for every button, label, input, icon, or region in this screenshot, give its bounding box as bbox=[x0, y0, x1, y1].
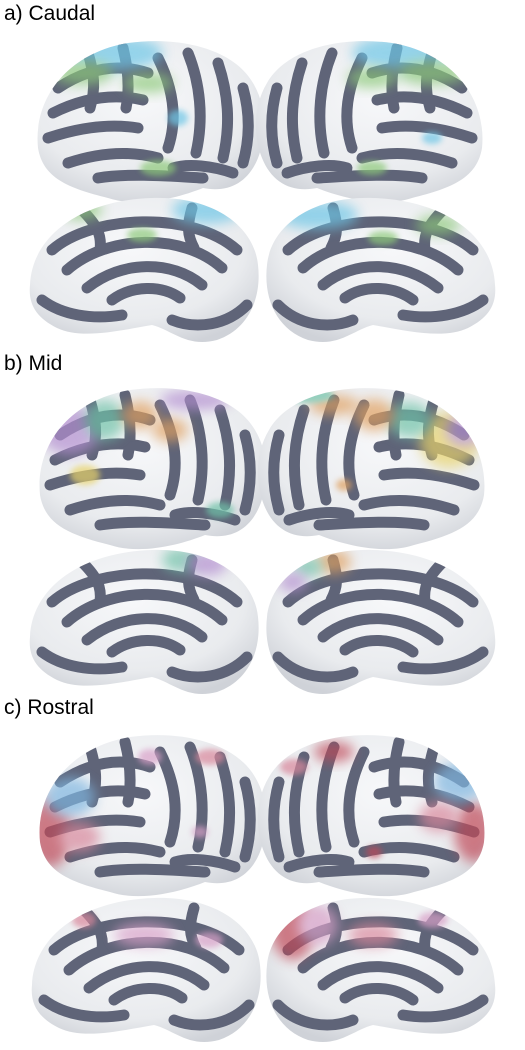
right-medial-brain bbox=[266, 550, 495, 694]
right-lateral-brain bbox=[256, 35, 483, 202]
right-medial-brain bbox=[266, 898, 495, 1042]
left-lateral-brain bbox=[39, 735, 266, 896]
left-lateral-brain bbox=[38, 35, 265, 202]
mid-brain-views bbox=[0, 350, 525, 700]
caudal-brain-views bbox=[0, 0, 525, 350]
panel-label-rostral: c) Rostral bbox=[4, 696, 94, 719]
right-lateral-brain bbox=[258, 387, 485, 549]
left-medial-brain bbox=[32, 898, 261, 1042]
right-lateral-brain bbox=[258, 735, 485, 896]
panel-label-caudal: a) Caudal bbox=[4, 2, 96, 25]
panel-rostral: c) Rostral bbox=[0, 694, 525, 1044]
panel-mid: b) Mid bbox=[0, 350, 525, 700]
rostral-brain-views bbox=[0, 694, 525, 1050]
right-medial-brain bbox=[266, 197, 495, 342]
left-medial-brain bbox=[30, 196, 259, 342]
panel-label-mid: b) Mid bbox=[4, 352, 63, 375]
left-lateral-brain bbox=[40, 388, 267, 549]
panel-caudal: a) Caudal bbox=[0, 0, 525, 350]
left-medial-brain bbox=[30, 548, 259, 694]
